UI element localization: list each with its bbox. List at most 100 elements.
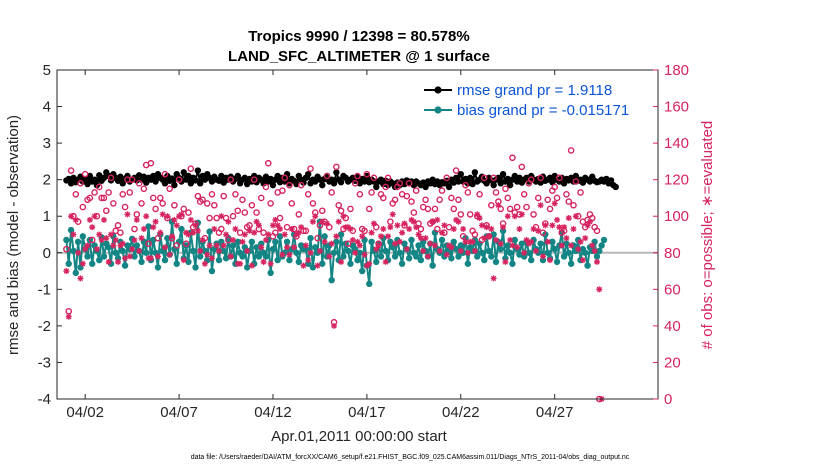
obs-evaluated-marker — [481, 235, 488, 242]
bias-point — [119, 247, 126, 255]
bias-point — [474, 253, 481, 260]
obs-evaluated-marker — [413, 224, 420, 231]
obs-possible-marker — [551, 183, 559, 191]
bias-point — [215, 256, 223, 264]
obs-possible-marker — [182, 240, 190, 247]
obs-evaluated-marker — [436, 247, 443, 254]
obs-evaluated-marker — [593, 258, 600, 265]
bias-point — [525, 249, 533, 256]
obs-evaluated-marker — [161, 244, 168, 251]
obs-possible-marker — [140, 185, 148, 193]
x-tick-label: 04/27 — [536, 404, 574, 421]
obs-possible-marker — [328, 189, 335, 196]
bias-point — [72, 269, 79, 277]
bias-point — [549, 238, 556, 246]
bias-point — [537, 240, 544, 247]
obs-possible-marker — [403, 192, 411, 200]
obs-evaluated-marker — [434, 216, 441, 223]
bias-point — [415, 242, 422, 249]
x-tick-label: 04/22 — [442, 404, 480, 421]
obs-evaluated-marker — [335, 218, 342, 225]
obs-evaluated-marker — [267, 260, 274, 267]
bias-point — [248, 238, 256, 246]
rmse-point — [180, 169, 187, 176]
y-tick-label: 3 — [43, 135, 51, 152]
obs-evaluated-marker — [96, 231, 103, 238]
obs-possible-marker — [354, 172, 361, 180]
obs-evaluated-marker — [265, 231, 272, 238]
bias-point — [159, 247, 166, 255]
obs-evaluated-marker — [490, 275, 497, 282]
bias-point — [229, 242, 237, 249]
obs-possible-marker — [452, 167, 460, 174]
bias-point — [488, 253, 495, 260]
bias-point — [387, 238, 394, 246]
obs-evaluated-marker — [288, 226, 295, 233]
obs-evaluated-marker — [227, 253, 234, 260]
obs-evaluated-marker — [258, 244, 265, 251]
obs-evaluated-marker — [171, 216, 178, 223]
obs-evaluated-marker — [551, 200, 558, 207]
obs-evaluated-marker — [312, 213, 319, 220]
rmse-point — [194, 167, 202, 174]
bias-point — [330, 249, 338, 256]
y-tick-label: -3 — [38, 354, 51, 371]
obs-evaluated-marker — [131, 236, 138, 243]
y-tick-label: 1 — [43, 208, 51, 225]
obs-possible-marker — [227, 176, 235, 183]
obs-possible-marker — [471, 231, 479, 238]
bias-point — [391, 253, 399, 260]
obs-possible-marker — [347, 205, 354, 213]
rmse-point — [579, 179, 587, 186]
bias-point — [417, 256, 425, 264]
bias-point — [208, 267, 216, 275]
obs-evaluated-marker — [537, 202, 544, 209]
bias-point — [178, 225, 185, 233]
obs-possible-marker — [253, 209, 260, 216]
obs-evaluated-marker — [575, 246, 582, 253]
obs-possible-marker — [105, 189, 112, 196]
obs-possible-marker — [288, 200, 296, 207]
obs-evaluated-marker — [180, 257, 187, 264]
left-y-axis: -4 -3 -2 -1 0 1 2 3 4 5 — [38, 62, 62, 408]
bias-point — [368, 238, 375, 246]
obs-evaluated-marker — [544, 238, 551, 245]
rmse-point — [171, 181, 178, 189]
obs-evaluated-marker — [260, 258, 267, 265]
obs-possible-marker — [272, 229, 279, 236]
rmse-point — [373, 183, 380, 191]
bias-point — [65, 260, 72, 267]
obs-evaluated-marker — [497, 240, 504, 247]
obs-evaluated-marker — [554, 216, 561, 223]
obs-evaluated-marker — [147, 255, 154, 262]
obs-possible-marker — [527, 176, 535, 183]
obs-evaluated-marker — [298, 224, 305, 231]
obs-possible-marker — [302, 227, 310, 235]
obs-evaluated-marker — [431, 242, 438, 249]
obs-evaluated-marker — [450, 226, 457, 233]
obs-evaluated-marker — [528, 238, 535, 245]
bias-point — [448, 255, 455, 262]
bias-point — [220, 247, 227, 255]
rmse-point — [457, 170, 464, 178]
obs-possible-marker — [210, 201, 218, 209]
obs-evaluated-marker — [291, 244, 298, 251]
obs-possible-marker — [455, 196, 462, 204]
obs-possible-marker — [384, 174, 392, 182]
obs-evaluated-marker — [579, 257, 586, 264]
bias-point — [206, 228, 213, 235]
obs-evaluated-marker — [173, 222, 180, 229]
bias-point — [553, 258, 561, 266]
obs-possible-marker — [422, 196, 429, 204]
y-axis-label: rmse and bias (model - observation) — [5, 115, 22, 355]
y-right-tick-label: 100 — [664, 208, 689, 225]
bias-point — [201, 247, 209, 255]
bias-point — [74, 238, 82, 246]
obs-evaluated-marker — [190, 229, 197, 236]
bias-point — [452, 245, 460, 253]
obs-possible-marker — [194, 192, 202, 200]
obs-evaluated-marker — [300, 262, 307, 269]
obs-possible-marker — [314, 234, 321, 242]
obs-possible-marker — [553, 194, 561, 202]
obs-possible-marker — [206, 214, 213, 222]
